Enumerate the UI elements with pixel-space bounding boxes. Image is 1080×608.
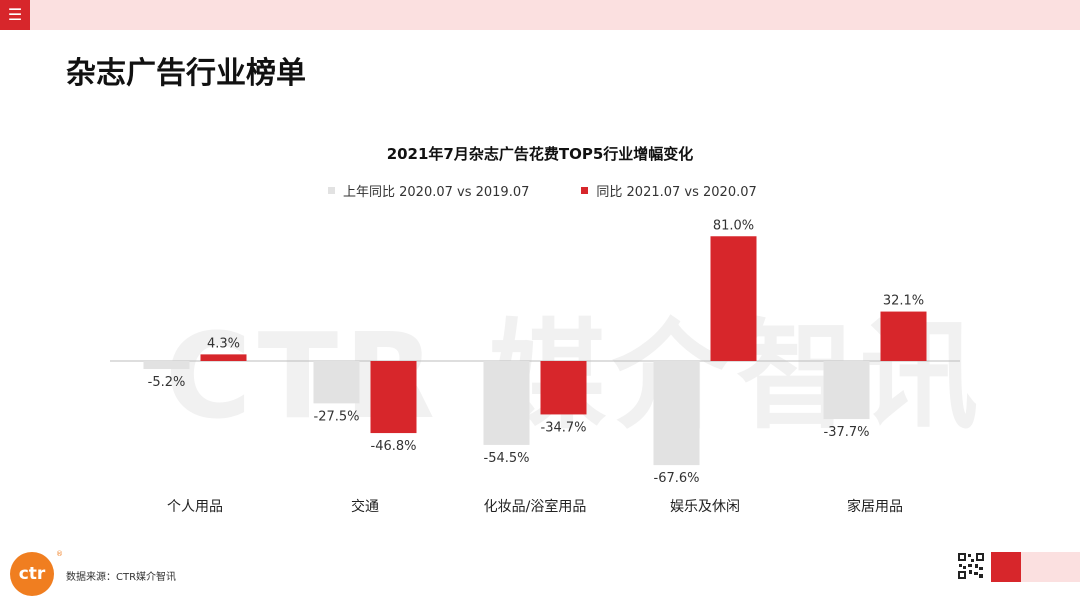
legend-item-series-2: 同比 2021.07 vs 2020.07 (581, 181, 757, 200)
category-label-4: 家居用品 (847, 498, 903, 515)
bar-s2-0 (200, 354, 247, 361)
chart-legend: 上年同比 2020.07 vs 2019.07 同比 2021.07 vs 20… (328, 181, 757, 200)
data-source: 数据来源：CTR媒介智讯 (66, 572, 177, 583)
legend-label-series-1: 上年同比 2020.07 vs 2019.07 (343, 185, 530, 200)
top-bar (0, 0, 1080, 30)
data-label-s1-1: -27.5% (314, 409, 360, 424)
data-label-s1-4: -37.7% (824, 425, 870, 440)
data-label-s2-2: -34.7% (541, 420, 587, 435)
category-label-3: 娱乐及休闲 (670, 499, 740, 515)
data-label-s1-3: -67.6% (654, 471, 700, 486)
bar-s1-3 (653, 361, 700, 466)
decor-pink-block (1021, 552, 1080, 582)
bar-s1-1 (313, 361, 360, 404)
legend-swatch-series-2 (581, 187, 589, 194)
legend-label-series-2: 同比 2021.07 vs 2020.07 (596, 185, 757, 200)
bar-s1-4 (823, 361, 870, 420)
data-label-s2-3: 81.0% (713, 218, 754, 233)
legend-item-series-1: 上年同比 2020.07 vs 2019.07 (328, 181, 529, 200)
category-label-0: 个人用品 (167, 499, 223, 515)
category-label-1: 交通 (351, 498, 379, 515)
decor-red-block (991, 552, 1021, 582)
bar-s1-2 (483, 361, 530, 445)
data-label-s2-1: -46.8% (371, 439, 417, 454)
bar-s2-1 (370, 361, 417, 434)
data-label-s2-0: 4.3% (207, 336, 240, 351)
menu-icon[interactable]: ☰ (0, 0, 30, 30)
chart-title: 2021年7月杂志广告花费TOP5行业增幅变化 (386, 145, 694, 163)
data-label-s2-4: 32.1% (883, 294, 924, 309)
category-label-2: 化妆品/浴室用品 (484, 498, 587, 515)
data-label-s1-0: -5.2% (148, 375, 186, 390)
legend-swatch-series-1 (328, 187, 335, 194)
data-label-s1-2: -54.5% (484, 451, 530, 466)
ctr-logo: ctr (10, 552, 54, 596)
registered-mark: ® (56, 550, 63, 558)
page-title: 杂志广告行业榜单 (66, 56, 306, 91)
bar-s2-2 (540, 361, 587, 415)
bar-s2-4 (880, 311, 927, 361)
qr-code-icon (957, 552, 985, 580)
bar-s1-0 (143, 361, 190, 370)
bar-s2-3 (710, 236, 757, 361)
